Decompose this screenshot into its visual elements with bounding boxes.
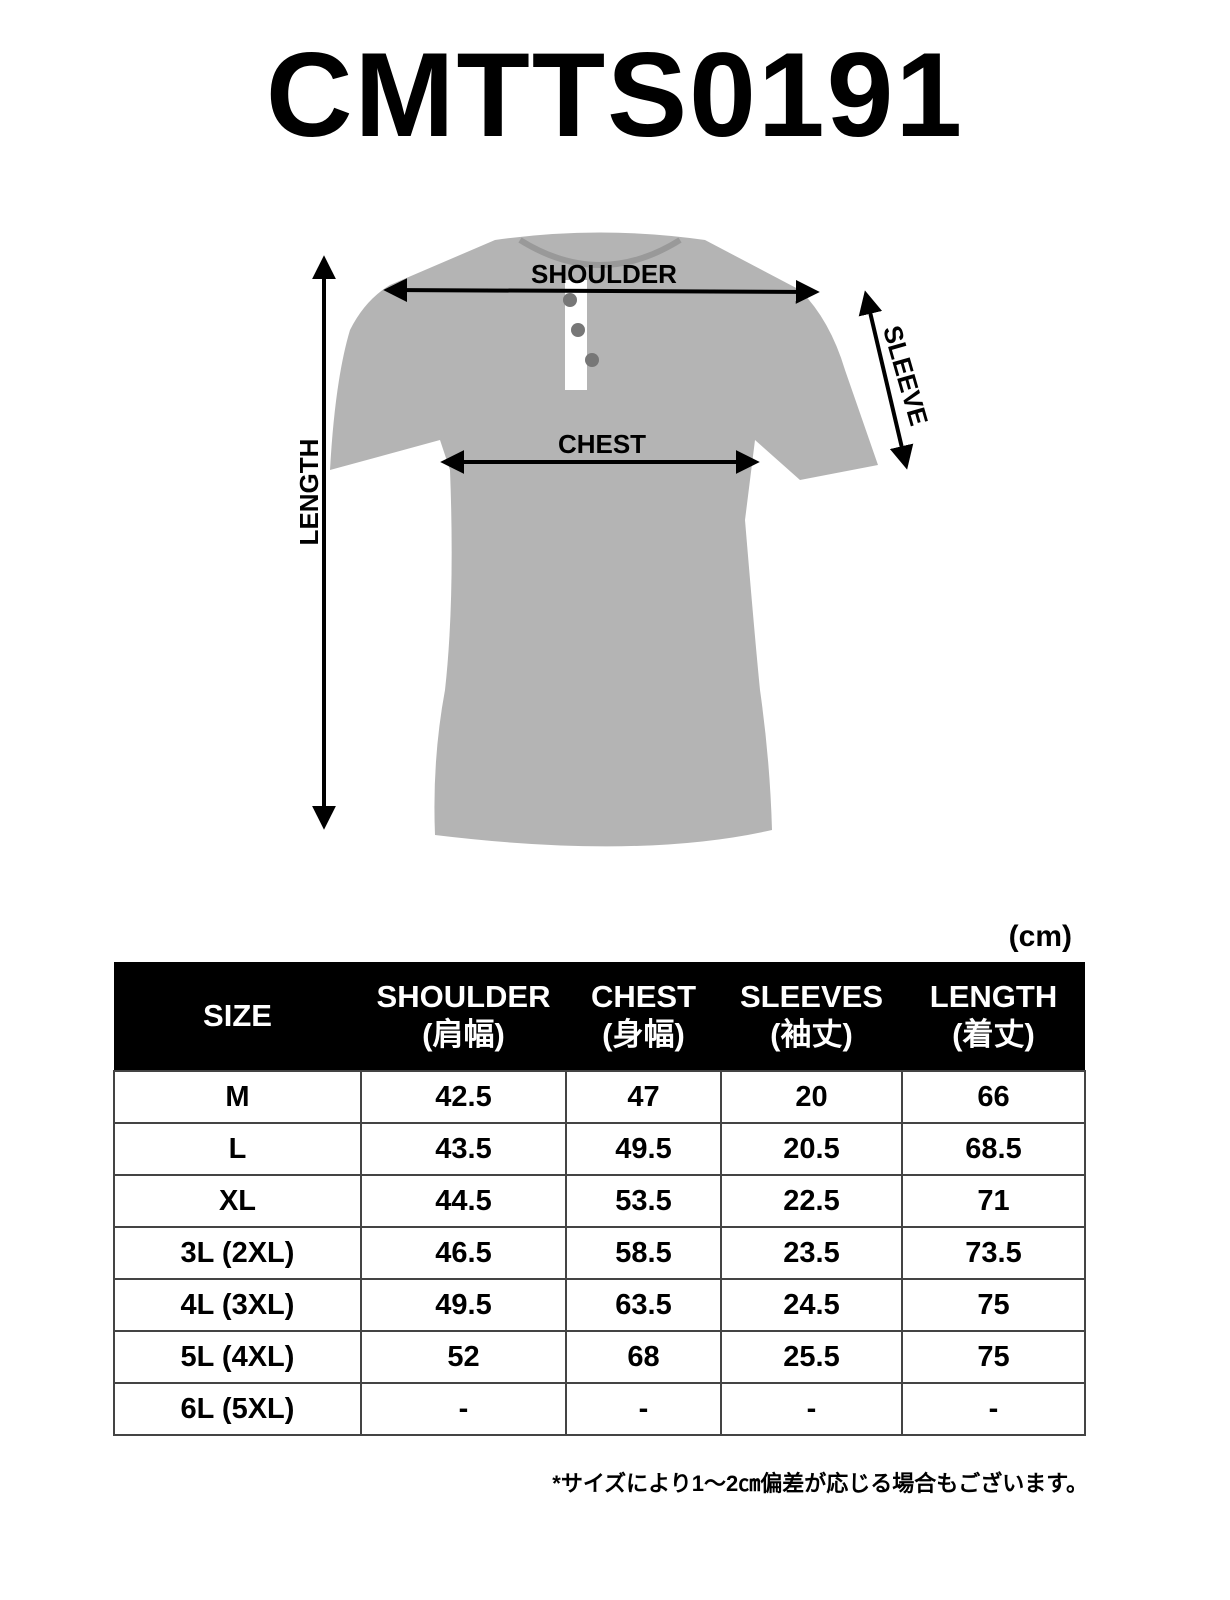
cell-length: 75: [901, 1278, 1086, 1332]
table-row: M 42.5 47 20 66: [113, 1070, 1086, 1124]
cell-sleeves: 20.5: [720, 1122, 903, 1176]
header-size: SIZE: [114, 962, 361, 1071]
cell-chest: 47: [565, 1070, 722, 1124]
table-row: L 43.5 49.5 20.5 68.5: [113, 1122, 1086, 1176]
header-chest: CHEST (身幅): [566, 962, 721, 1071]
cell-size: XL: [113, 1174, 362, 1228]
header-en: CHEST: [590, 979, 697, 1014]
header-en: SHOULDER: [376, 979, 551, 1014]
cell-chest: 68: [565, 1330, 722, 1384]
cell-shoulder: -: [360, 1382, 567, 1436]
table-row: 4L (3XL) 49.5 63.5 24.5 75: [113, 1278, 1086, 1332]
cell-size: 6L (5XL): [113, 1382, 362, 1436]
cell-shoulder: 42.5: [360, 1070, 567, 1124]
cell-length: 71: [901, 1174, 1086, 1228]
cell-length: 66: [901, 1070, 1086, 1124]
cell-size: M: [113, 1070, 362, 1124]
size-deviation-note: *サイズにより1～2㎝偏差が応じる場合もございます。: [552, 1471, 1088, 1496]
cell-length: 75: [901, 1330, 1086, 1384]
unit-label: (cm): [1008, 920, 1072, 953]
cell-length: 73.5: [901, 1226, 1086, 1280]
header-en: SIZE: [203, 998, 272, 1033]
shoulder-arrow: [383, 278, 820, 304]
header-en: SLEEVES: [740, 979, 883, 1014]
header-en: LENGTH: [929, 979, 1058, 1014]
cell-shoulder: 43.5: [360, 1122, 567, 1176]
cell-shoulder: 49.5: [360, 1278, 567, 1332]
header-shoulder: SHOULDER (肩幅): [361, 962, 566, 1071]
cell-chest: 49.5: [565, 1122, 722, 1176]
cell-sleeves: 24.5: [720, 1278, 903, 1332]
header-length: LENGTH (着丈): [902, 962, 1085, 1071]
cell-chest: 58.5: [565, 1226, 722, 1280]
cell-sleeves: 23.5: [720, 1226, 903, 1280]
cell-sleeves: -: [720, 1382, 903, 1436]
cell-shoulder: 44.5: [360, 1174, 567, 1228]
header-jp: (身幅): [602, 1017, 685, 1052]
table-row: 3L (2XL) 46.5 58.5 23.5 73.5: [113, 1226, 1086, 1280]
cell-length: -: [901, 1382, 1086, 1436]
cell-sleeves: 22.5: [720, 1174, 903, 1228]
shirt-measurement-diagram: SHOULDER CHEST LENGTH SLEEVE: [294, 232, 934, 847]
cell-chest: -: [565, 1382, 722, 1436]
cell-length: 68.5: [901, 1122, 1086, 1176]
table-header-row: SIZE SHOULDER (肩幅) CHEST (身幅) SLEEVES (袖丈) …: [114, 962, 1085, 1071]
size-table: SIZE SHOULDER (肩幅) CHEST (身幅) SLEEVES (袖丈) …: [113, 962, 1086, 1436]
cell-sleeves: 25.5: [720, 1330, 903, 1384]
sleeve-arrow: [858, 290, 914, 470]
header-jp: (着丈): [952, 1017, 1035, 1052]
cell-shoulder: 46.5: [360, 1226, 567, 1280]
cell-size: L: [113, 1122, 362, 1176]
length-label: LENGTH: [294, 439, 324, 546]
header-jp: (袖丈): [770, 1017, 853, 1052]
table-row: XL 44.5 53.5 22.5 71: [113, 1174, 1086, 1228]
cell-chest: 53.5: [565, 1174, 722, 1228]
tshirt-image: [330, 232, 878, 847]
header-sleeves: SLEEVES (袖丈): [721, 962, 902, 1071]
cell-sleeves: 20: [720, 1070, 903, 1124]
product-code-title: CMTTS0191: [265, 28, 965, 162]
cell-size: 4L (3XL): [113, 1278, 362, 1332]
cell-shoulder: 52: [360, 1330, 567, 1384]
table-row: 6L (5XL) - - - -: [113, 1382, 1086, 1436]
header-jp: (肩幅): [422, 1017, 505, 1052]
cell-size: 3L (2XL): [113, 1226, 362, 1280]
shoulder-label: SHOULDER: [531, 259, 677, 289]
cell-chest: 63.5: [565, 1278, 722, 1332]
cell-size: 5L (4XL): [113, 1330, 362, 1384]
table-row: 5L (4XL) 52 68 25.5 75: [113, 1330, 1086, 1384]
chest-label: CHEST: [558, 429, 646, 459]
